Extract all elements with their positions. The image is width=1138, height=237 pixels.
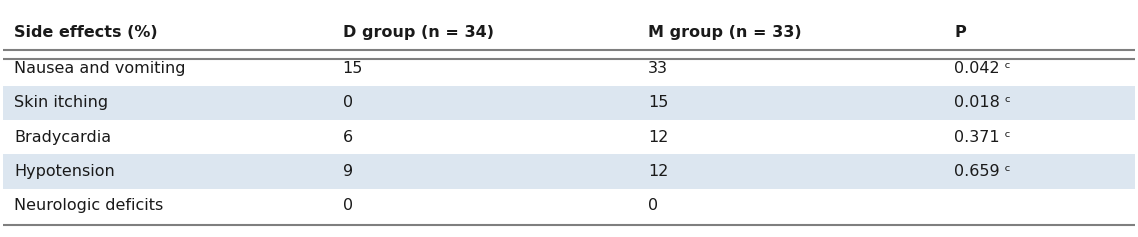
Text: Skin itching: Skin itching [14, 96, 108, 110]
Text: 0.659 ᶜ: 0.659 ᶜ [954, 164, 1011, 179]
Text: 15: 15 [343, 61, 363, 76]
Text: 6: 6 [343, 130, 353, 145]
Text: Hypotension: Hypotension [14, 164, 115, 179]
Text: Bradycardia: Bradycardia [14, 130, 112, 145]
Text: 12: 12 [649, 130, 669, 145]
Text: 9: 9 [343, 164, 353, 179]
Text: 12: 12 [649, 164, 669, 179]
Bar [2, 86, 1136, 120]
Text: Neurologic deficits: Neurologic deficits [14, 198, 164, 213]
Text: 15: 15 [649, 96, 669, 110]
Text: Side effects (%): Side effects (%) [14, 25, 158, 40]
Text: 0.018 ᶜ: 0.018 ᶜ [954, 96, 1011, 110]
Bar [2, 154, 1136, 189]
Text: D group (n = 34): D group (n = 34) [343, 25, 494, 40]
Text: P: P [954, 25, 966, 40]
Text: 0: 0 [343, 198, 353, 213]
Text: M group (n = 33): M group (n = 33) [649, 25, 802, 40]
Text: 0: 0 [343, 96, 353, 110]
Text: 33: 33 [649, 61, 668, 76]
Text: Nausea and vomiting: Nausea and vomiting [14, 61, 185, 76]
Text: 0.371 ᶜ: 0.371 ᶜ [954, 130, 1011, 145]
Text: 0.042 ᶜ: 0.042 ᶜ [954, 61, 1011, 76]
Text: 0: 0 [649, 198, 659, 213]
